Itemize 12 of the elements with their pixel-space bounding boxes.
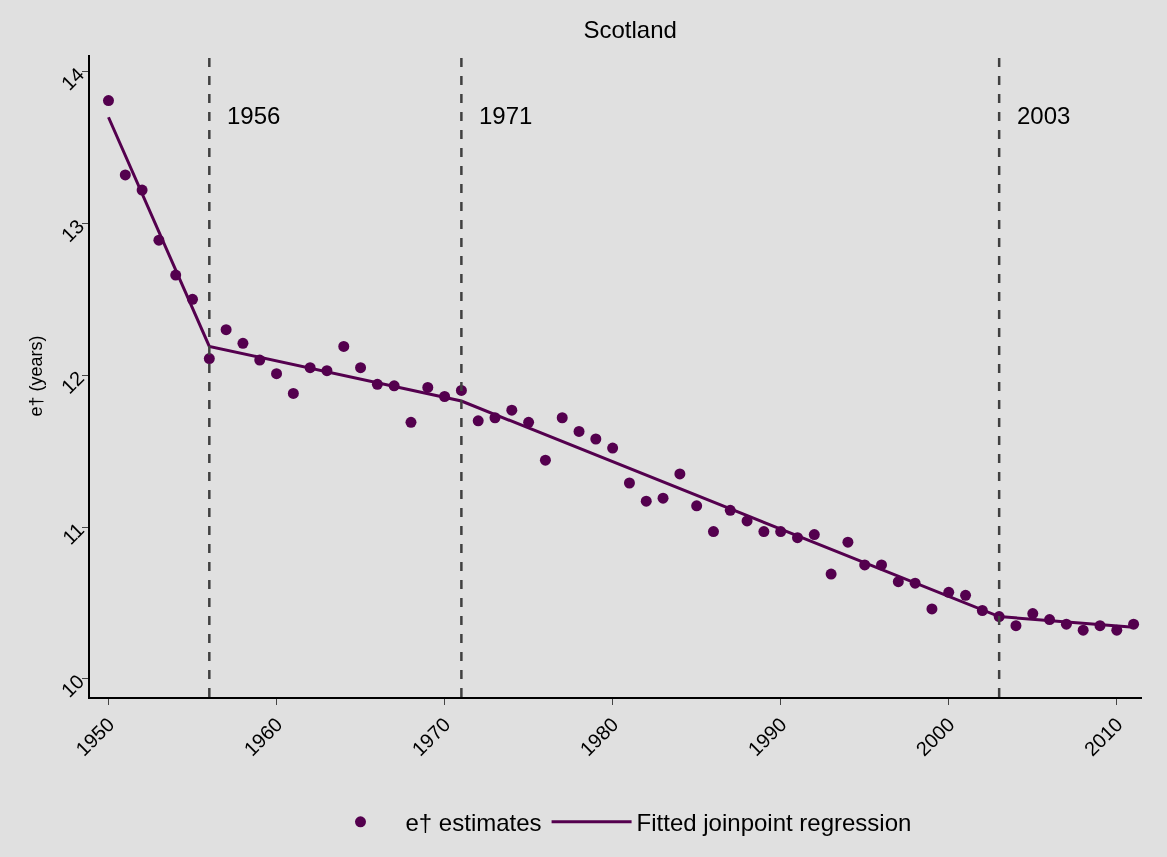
y-axis-title: e† (years) [25,335,46,417]
ref-line-label: 1971 [479,102,533,129]
legend-label: Fitted joinpoint regression [636,809,912,837]
y-tick-label: 14 [56,63,89,95]
y-tick-label: 11 [57,518,89,549]
ref-line-label: 2003 [1017,102,1071,129]
legend-label: e† estimates [405,809,542,837]
y-tick-label: 13 [56,214,89,247]
y-tick-label: 12 [56,366,89,398]
chart-title: Scotland [583,16,677,44]
y-tick-label: 10 [56,670,89,702]
ref-line-label: 1956 [227,102,281,129]
